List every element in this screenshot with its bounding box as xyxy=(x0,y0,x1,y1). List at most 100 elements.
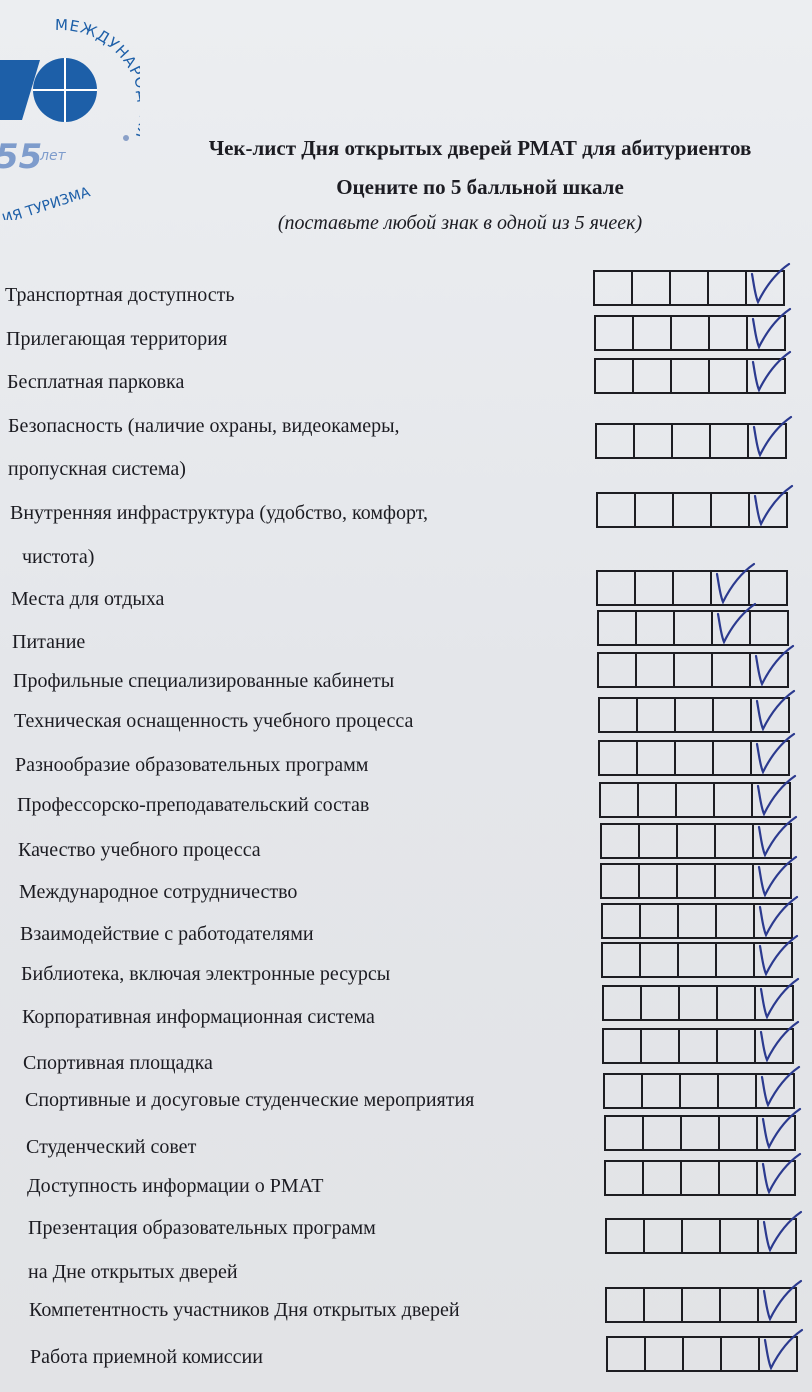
rating-cell-5[interactable] xyxy=(754,855,798,898)
rating-cell-5[interactable] xyxy=(756,1020,800,1063)
rating-cell-4[interactable] xyxy=(712,562,756,605)
rating-cell-4[interactable] xyxy=(713,602,756,645)
rating-cell-1[interactable] xyxy=(600,699,638,731)
rating-cell-3[interactable] xyxy=(679,905,717,937)
rating-cell-3[interactable] xyxy=(672,317,710,349)
rating-cell-1[interactable] xyxy=(599,654,637,686)
rating-cell-2[interactable] xyxy=(640,865,678,897)
rating-cell-4[interactable] xyxy=(720,1117,758,1149)
rating-cell-3[interactable] xyxy=(680,987,718,1019)
rating-cell-5[interactable] xyxy=(754,815,797,858)
rating-cell-4[interactable] xyxy=(721,1289,759,1321)
rating-cell-4[interactable] xyxy=(722,1338,760,1370)
rating-cell-3[interactable] xyxy=(676,742,714,774)
rating-cell-3[interactable] xyxy=(680,1030,718,1062)
rating-cell-4[interactable] xyxy=(710,317,748,349)
rating-cell-2[interactable] xyxy=(643,1075,681,1107)
rating-cell-5[interactable] xyxy=(756,977,799,1020)
rating-cell-5[interactable] xyxy=(760,1328,803,1371)
rating-cell-4[interactable] xyxy=(719,1075,757,1107)
rating-cell-2[interactable] xyxy=(635,425,673,457)
rating-cell-4[interactable] xyxy=(709,272,747,304)
rating-cell-5[interactable] xyxy=(753,774,797,817)
rating-cell-3[interactable] xyxy=(674,494,712,526)
rating-cell-2[interactable] xyxy=(636,572,674,604)
rating-cell-3[interactable] xyxy=(684,1338,722,1370)
rating-cell-2[interactable] xyxy=(638,699,676,731)
rating-cell-5[interactable] xyxy=(759,1210,802,1253)
rating-cell-1[interactable] xyxy=(606,1117,644,1149)
rating-cell-5[interactable] xyxy=(752,689,795,732)
rating-cell-4[interactable] xyxy=(718,1030,756,1062)
rating-cell-3[interactable] xyxy=(676,699,714,731)
rating-cell-4[interactable] xyxy=(713,654,751,686)
rating-cell-5[interactable] xyxy=(758,1107,801,1150)
rating-cell-2[interactable] xyxy=(638,742,676,774)
rating-cell-5[interactable] xyxy=(748,307,791,350)
rating-cell-4[interactable] xyxy=(718,987,756,1019)
rating-cell-5[interactable] xyxy=(759,1279,803,1322)
rating-cell-2[interactable] xyxy=(637,654,675,686)
rating-cell-3[interactable] xyxy=(682,1162,720,1194)
rating-cell-5[interactable] xyxy=(757,1065,801,1108)
rating-cell-2[interactable] xyxy=(641,944,679,976)
rating-cell-4[interactable] xyxy=(717,944,755,976)
rating-cell-4[interactable] xyxy=(712,494,750,526)
rating-cell-1[interactable] xyxy=(608,1338,646,1370)
rating-cell-1[interactable] xyxy=(600,742,638,774)
rating-cell-2[interactable] xyxy=(640,825,678,857)
rating-cell-5[interactable] xyxy=(758,1152,802,1195)
rating-cell-4[interactable] xyxy=(716,865,754,897)
rating-cell-2[interactable] xyxy=(645,1220,683,1252)
rating-cell-4[interactable] xyxy=(711,425,749,457)
rating-cell-3[interactable] xyxy=(682,1117,720,1149)
rating-cell-2[interactable] xyxy=(641,905,679,937)
rating-cell-1[interactable] xyxy=(603,944,641,976)
rating-cell-2[interactable] xyxy=(634,360,672,392)
rating-cell-1[interactable] xyxy=(604,987,642,1019)
rating-cell-4[interactable] xyxy=(721,1220,759,1252)
rating-cell-1[interactable] xyxy=(598,572,636,604)
rating-cell-3[interactable] xyxy=(681,1075,719,1107)
rating-cell-5[interactable] xyxy=(751,644,795,687)
rating-cell-5[interactable] xyxy=(750,484,793,527)
rating-cell-1[interactable] xyxy=(599,612,637,644)
rating-cell-1[interactable] xyxy=(607,1289,645,1321)
rating-cell-2[interactable] xyxy=(644,1162,682,1194)
rating-cell-3[interactable] xyxy=(671,272,709,304)
rating-cell-2[interactable] xyxy=(634,317,672,349)
rating-cell-2[interactable] xyxy=(637,612,675,644)
rating-cell-4[interactable] xyxy=(720,1162,758,1194)
rating-cell-3[interactable] xyxy=(672,360,710,392)
rating-cell-5[interactable] xyxy=(755,934,799,977)
rating-cell-4[interactable] xyxy=(717,905,755,937)
rating-cell-1[interactable] xyxy=(598,494,636,526)
rating-cell-5[interactable] xyxy=(748,350,792,393)
rating-cell-1[interactable] xyxy=(602,865,640,897)
rating-cell-3[interactable] xyxy=(678,865,716,897)
rating-cell-1[interactable] xyxy=(604,1030,642,1062)
rating-cell-4[interactable] xyxy=(716,825,754,857)
rating-cell-3[interactable] xyxy=(675,612,713,644)
rating-cell-4[interactable] xyxy=(715,784,753,816)
rating-cell-1[interactable] xyxy=(605,1075,643,1107)
rating-cell-2[interactable] xyxy=(642,987,680,1019)
rating-cell-3[interactable] xyxy=(683,1220,721,1252)
rating-cell-4[interactable] xyxy=(714,699,752,731)
rating-cell-5[interactable] xyxy=(747,262,791,305)
rating-cell-1[interactable] xyxy=(595,272,633,304)
rating-cell-1[interactable] xyxy=(602,825,640,857)
rating-cell-5[interactable] xyxy=(749,415,792,458)
rating-cell-1[interactable] xyxy=(606,1162,644,1194)
rating-cell-2[interactable] xyxy=(642,1030,680,1062)
rating-cell-1[interactable] xyxy=(597,425,635,457)
rating-cell-3[interactable] xyxy=(673,425,711,457)
rating-cell-2[interactable] xyxy=(636,494,674,526)
rating-cell-2[interactable] xyxy=(646,1338,684,1370)
rating-cell-2[interactable] xyxy=(633,272,671,304)
rating-cell-5[interactable] xyxy=(752,732,796,775)
rating-cell-3[interactable] xyxy=(677,784,715,816)
rating-cell-1[interactable] xyxy=(596,317,634,349)
rating-cell-2[interactable] xyxy=(639,784,677,816)
rating-cell-2[interactable] xyxy=(645,1289,683,1321)
